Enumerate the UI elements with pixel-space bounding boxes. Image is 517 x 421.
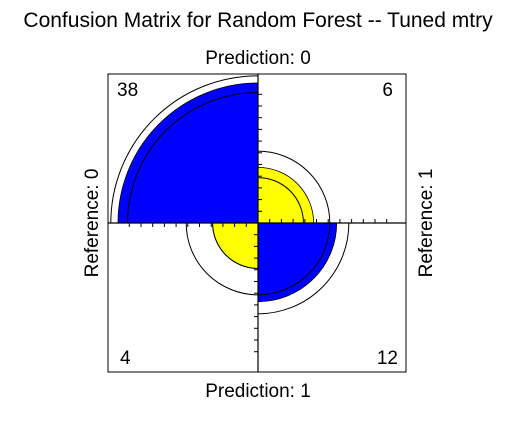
count-label-top-left: 38 [117,80,138,101]
count-label-bottom-left: 4 [120,348,131,369]
quarter-top-left [117,82,259,224]
axis-layer [108,74,406,372]
plot-frame [107,73,407,373]
left-axis-label: Reference: 0 [82,169,103,278]
top-axis-label: Prediction: 0 [205,48,311,69]
count-label-bottom-right: 12 [377,348,398,369]
ring-inner-bottom-right [257,222,331,296]
quarter-bottom-right [257,222,338,303]
ring-inner-top-right [257,177,304,224]
chart-title: Confusion Matrix for Random Forest -- Tu… [23,9,493,32]
count-label-top-right: 6 [382,80,393,101]
ring-inner-bottom-left [212,222,259,269]
ring-outer-top-right [257,150,331,224]
quarter-circle-layer [117,82,338,303]
ring-outer-bottom-right [257,222,350,315]
ring-outer-top-left [110,75,259,224]
ring-inner-top-left [127,92,259,224]
confidence-ring-layer [110,75,350,315]
right-axis-label: Reference: 1 [416,169,437,278]
ring-outer-bottom-left [185,222,259,296]
bottom-axis-label: Prediction: 1 [205,381,311,402]
quarter-top-right [257,166,315,224]
quarter-bottom-left [212,222,259,269]
